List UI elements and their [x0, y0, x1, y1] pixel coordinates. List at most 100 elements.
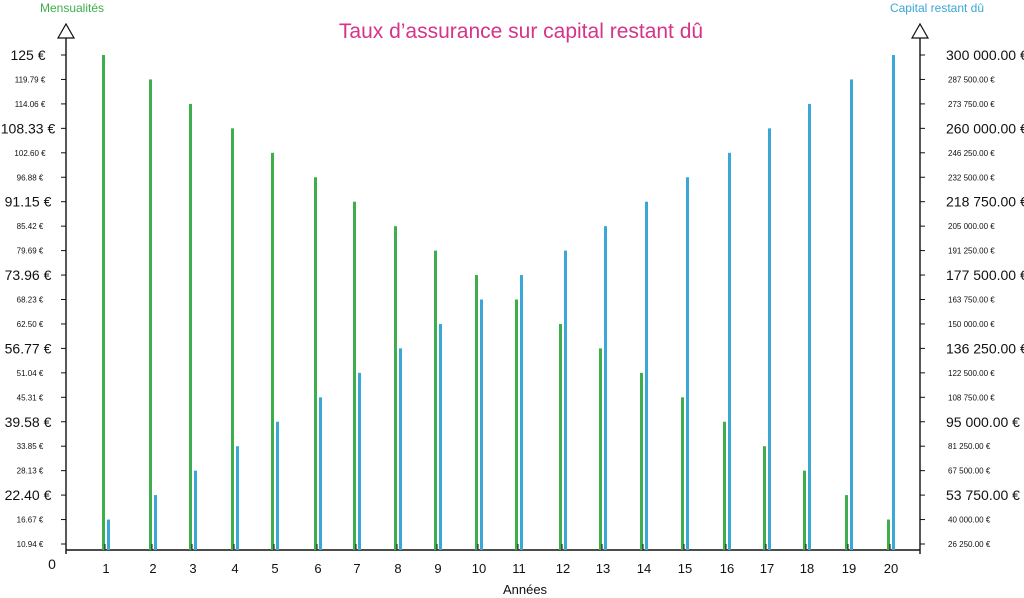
bar-capital [236, 446, 239, 550]
bar-capital [319, 397, 322, 550]
right-axis-arrow-icon [910, 22, 930, 39]
x-tick-label: 7 [353, 561, 360, 576]
x-tick-label: 17 [760, 561, 774, 576]
left-tick-label: 62.50 € [17, 320, 44, 329]
x-tick-label: 14 [637, 561, 651, 576]
x-tick-label: 2 [149, 561, 156, 576]
x-tick-label: 11 [512, 561, 526, 576]
axes [56, 22, 930, 554]
right-tick-label: 81 250.00 € [948, 442, 991, 451]
left-tick-label: 114.06 € [15, 100, 46, 109]
left-tick-label: 56.77 € [5, 340, 52, 356]
bar-capital [439, 323, 442, 550]
left-tick-label: 73.96 € [5, 267, 52, 283]
bar-mensualites [102, 55, 105, 550]
right-tick-label: 205 000.00 € [948, 222, 995, 231]
right-tick-label: 53 750.00 € [946, 487, 1020, 503]
x-tick-label: 1 [102, 561, 109, 576]
left-tick-label: 10.94 € [17, 540, 44, 549]
right-tick-label: 67 500.00 € [948, 467, 991, 476]
right-tick-label: 108 750.00 € [948, 393, 995, 402]
left-axis-arrow-icon [56, 22, 76, 39]
left-tick-label: 108.33 € [1, 120, 56, 136]
left-tick-label: 28.13 € [17, 467, 44, 476]
left-tick-label: 33.85 € [17, 442, 44, 451]
bar-mensualites [887, 519, 890, 550]
x-axis-label: Années [503, 582, 548, 597]
bar-capital [808, 103, 811, 551]
x-tick-label: 3 [189, 561, 196, 576]
right-tick-label: 177 500.00 € [946, 267, 1024, 283]
bar-capital [604, 226, 607, 550]
bar-capital [154, 495, 157, 550]
bar-capital [358, 372, 361, 550]
bar-mensualites [353, 201, 356, 550]
right-tick-label: 136 250.00 € [946, 340, 1024, 356]
right-tick-label: 40 000.00 € [948, 516, 991, 525]
bar-mensualites [394, 226, 397, 550]
left-tick-label: 85.42 € [17, 222, 44, 231]
bar-mensualites [681, 397, 684, 550]
bar-capital [276, 421, 279, 550]
right-tick-label: 300 000.00 € [946, 47, 1024, 63]
x-tick-label: 5 [271, 561, 278, 576]
bar-mensualites [640, 372, 643, 550]
left-axis-label: Mensualités [40, 1, 104, 15]
x-tick-label: 16 [720, 561, 734, 576]
right-axis-ticks: 300 000.00 € 287 500.00 € 273 750.00 € 260 … [920, 47, 1024, 549]
bar-mensualites [189, 103, 192, 551]
left-tick-label: 102.60 € [14, 149, 46, 158]
x-axis-ticks: 1 2 3 4 5 6 7 8 9 10 11 12 13 14 15 16 17 18 19 20 [102, 561, 898, 576]
bar-capital [892, 55, 895, 550]
bar-mensualites [231, 128, 234, 550]
bar-capital [686, 177, 689, 550]
bar-mensualites [763, 446, 766, 550]
origin-label: 0 [48, 556, 56, 572]
x-tick-label: 8 [394, 561, 401, 576]
chart-title: Taux d’assurance sur capital restant dû [339, 20, 703, 43]
bar-capital [520, 275, 523, 550]
left-axis-ticks: 125 € 119.79 € 114.06 € 108.33 € 102.60 € 96.… [1, 47, 66, 549]
right-tick-label: 260 000.00 € [946, 120, 1024, 136]
x-tick-label: 12 [556, 561, 570, 576]
bar-mensualites [723, 421, 726, 550]
x-tick-label: 4 [231, 561, 238, 576]
right-tick-label: 246 250.00 € [948, 149, 995, 158]
bar-capital [194, 470, 197, 550]
bar-capital [107, 519, 110, 550]
bar-capital [564, 250, 567, 550]
x-tick-label: 18 [800, 561, 814, 576]
left-tick-label: 45.31 € [17, 393, 44, 402]
bar-mensualites [559, 323, 562, 550]
right-tick-label: 191 250.00 € [948, 247, 995, 256]
x-tick-label: 13 [596, 561, 610, 576]
left-tick-label: 79.69 € [17, 247, 44, 256]
right-tick-label: 163 750.00 € [948, 296, 995, 305]
x-tick-label: 20 [884, 561, 898, 576]
left-tick-label: 91.15 € [5, 194, 52, 210]
bar-mensualites [149, 79, 152, 550]
right-tick-label: 218 750.00 € [946, 194, 1024, 210]
bar-capital [850, 79, 853, 550]
right-tick-label: 95 000.00 € [946, 414, 1020, 430]
bar-mensualites [599, 348, 602, 550]
left-tick-label: 96.88 € [17, 173, 44, 182]
bar-capital [399, 348, 402, 550]
left-tick-label: 125 € [10, 47, 45, 63]
right-tick-label: 232 500.00 € [948, 173, 995, 182]
bar-mensualites [803, 470, 806, 550]
right-axis-label: Capital restant dû [890, 1, 984, 15]
right-tick-label: 150 000.00 € [948, 320, 995, 329]
bar-capital [480, 299, 483, 550]
right-tick-label: 122 500.00 € [948, 369, 995, 378]
left-tick-label: 51.04 € [17, 369, 44, 378]
left-tick-label: 22.40 € [5, 487, 52, 503]
x-tick-label: 19 [842, 561, 856, 576]
left-tick-label: 16.67 € [17, 516, 44, 525]
bar-mensualites [314, 177, 317, 550]
x-tick-label: 6 [314, 561, 321, 576]
bar-capital [728, 152, 731, 551]
left-tick-label: 39.58 € [5, 414, 52, 430]
bar-mensualites [271, 152, 274, 551]
